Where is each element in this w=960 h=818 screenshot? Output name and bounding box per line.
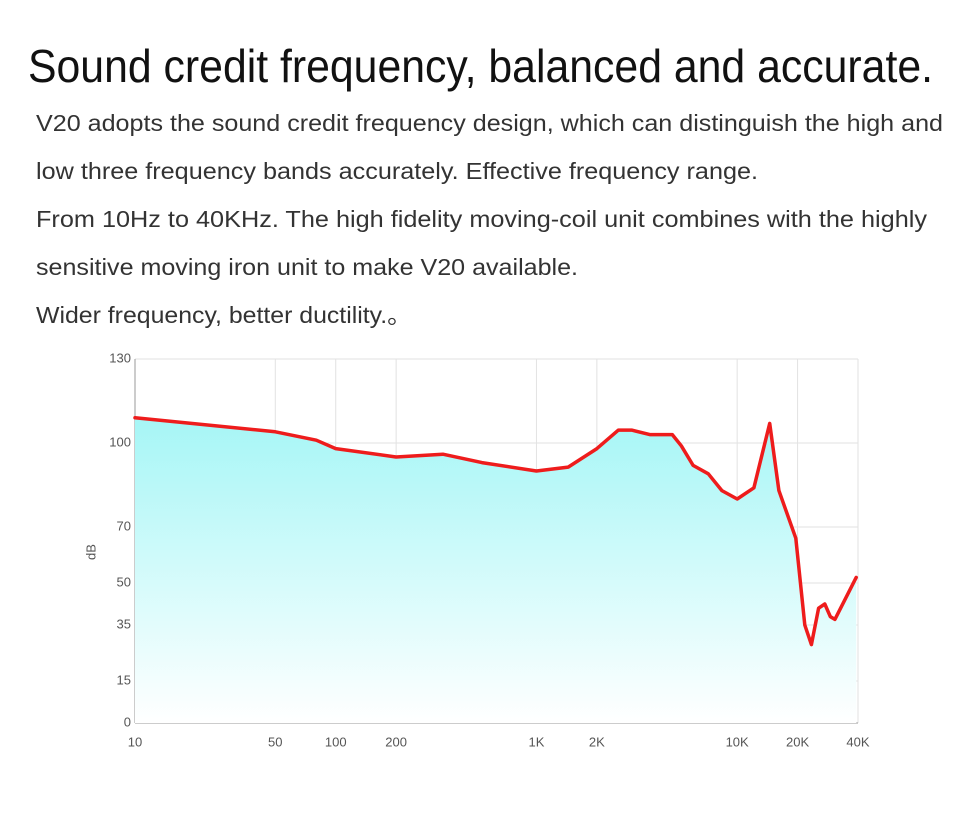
x-tick-label: 10 [128, 734, 142, 749]
x-tick-label: 200 [385, 734, 407, 749]
response-line [133, 416, 858, 647]
paragraph-line: V20 adopts the sound credit frequency de… [36, 110, 943, 136]
y-tick-label: 130 [109, 350, 131, 365]
y-tick-label: 100 [109, 434, 131, 449]
y-tick-label: 15 [117, 672, 131, 687]
y-tick-label: 35 [117, 616, 131, 631]
x-tick-label: 100 [325, 734, 347, 749]
y-axis-label: dB [83, 544, 98, 560]
x-tick-label: 10K [726, 734, 749, 749]
x-tick-label: 50 [268, 734, 282, 749]
y-tick-label: 70 [117, 518, 131, 533]
heading: Sound credit frequency, balanced and acc… [28, 40, 933, 92]
paragraph-line: sensitive moving iron unit to make V20 a… [36, 254, 578, 280]
y-tick-label: 0 [124, 714, 131, 729]
x-tick-label: 40K [846, 734, 869, 749]
x-tick-label: 1K [528, 734, 544, 749]
paragraph-line: low three frequency bands accurately. Ef… [36, 158, 758, 184]
x-tick-label: 20K [786, 734, 809, 749]
area-fill [135, 417, 857, 723]
paragraph-line: Wider frequency, better ductility.。 [36, 302, 412, 328]
y-tick-label: 50 [117, 574, 131, 589]
paragraph-line: From 10Hz to 40KHz. The high fidelity mo… [36, 206, 928, 232]
x-tick-label: 2K [589, 734, 605, 749]
